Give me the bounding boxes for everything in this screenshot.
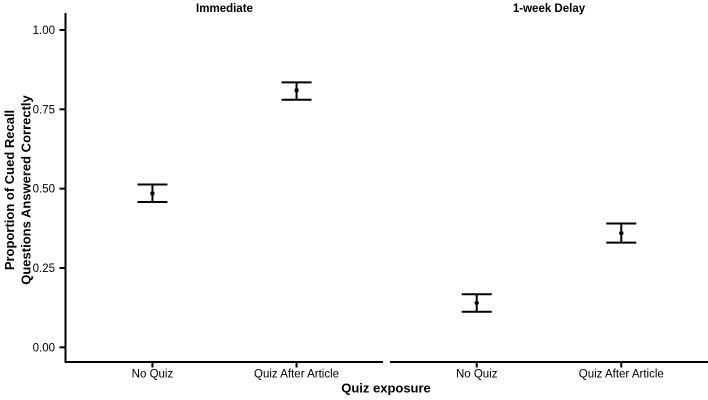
y-axis-tick-label: 0.25 [33,263,55,275]
facet-title-one-week-delay: 1-week Delay [513,3,586,15]
facet-title-immediate: Immediate [196,3,253,15]
data-point [150,191,155,196]
y-axis-tick-label: 0.00 [33,342,55,354]
y-axis-title-line-1: Proportion of Cued Recall [2,110,17,270]
y-axis-tick-label: 1.00 [33,25,55,37]
x-axis-tick-label: Quiz After Article [579,369,664,381]
x-axis-tick-label: Quiz After Article [254,369,339,381]
data-point [619,230,624,236]
data-point [474,300,479,306]
data-point [294,88,299,93]
y-axis-tick-label: 0.50 [33,184,55,196]
chart-static-layer: Immediate 1-week Delay Quiz exposure Pro… [2,3,708,396]
chart-data-layer: 0.00 0.25 0.50 0.75 1.00 No Quiz Quiz After Ar… [33,25,664,381]
x-axis-tick-label: No Quiz [456,369,498,381]
y-axis-title-line-2: Questions Answered Correctly [19,94,34,284]
x-axis-tick-label: No Quiz [132,369,174,381]
x-axis-title: Quiz exposure [341,381,431,396]
y-axis-tick-label: 0.75 [33,104,55,116]
